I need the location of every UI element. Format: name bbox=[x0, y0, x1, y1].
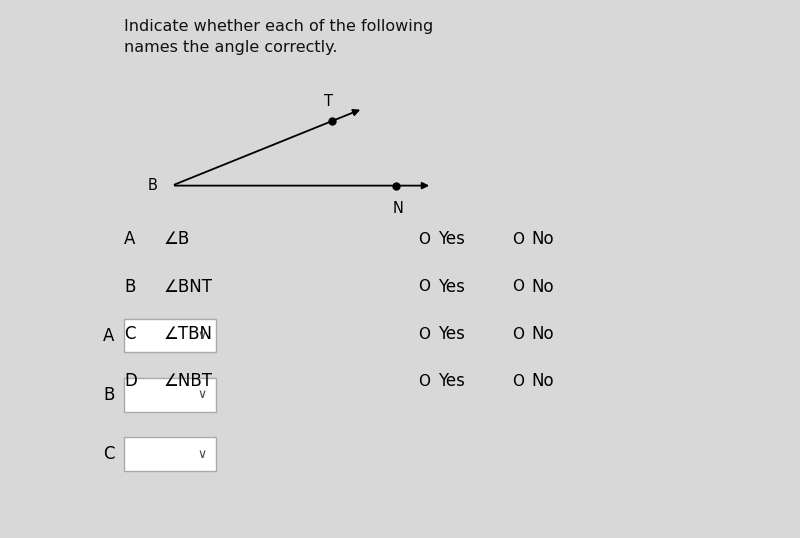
Text: B: B bbox=[148, 178, 158, 193]
Text: No: No bbox=[531, 230, 554, 249]
Text: Yes: Yes bbox=[438, 325, 466, 343]
Text: names the angle correctly.: names the angle correctly. bbox=[124, 40, 338, 55]
Text: O: O bbox=[512, 327, 525, 342]
Text: O: O bbox=[512, 374, 525, 389]
Text: ∨: ∨ bbox=[197, 448, 206, 461]
Text: A: A bbox=[103, 327, 114, 345]
Text: ∠TBN: ∠TBN bbox=[164, 325, 213, 343]
Text: Yes: Yes bbox=[438, 372, 466, 391]
Text: O: O bbox=[512, 279, 525, 294]
Text: No: No bbox=[531, 278, 554, 296]
Text: B: B bbox=[103, 386, 114, 404]
Text: O: O bbox=[418, 327, 430, 342]
Text: ∠B: ∠B bbox=[164, 230, 190, 249]
Text: No: No bbox=[531, 372, 554, 391]
Text: No: No bbox=[531, 325, 554, 343]
Text: Indicate whether each of the following: Indicate whether each of the following bbox=[124, 19, 434, 34]
Text: ∨: ∨ bbox=[197, 329, 206, 342]
Text: O: O bbox=[418, 232, 430, 247]
Text: C: C bbox=[103, 445, 114, 463]
FancyBboxPatch shape bbox=[124, 378, 216, 412]
Text: Yes: Yes bbox=[438, 278, 466, 296]
Text: T: T bbox=[323, 94, 333, 109]
Text: C: C bbox=[124, 325, 135, 343]
Text: O: O bbox=[512, 232, 525, 247]
Text: N: N bbox=[392, 201, 403, 216]
Text: ∨: ∨ bbox=[197, 388, 206, 401]
Text: ∠NBT: ∠NBT bbox=[164, 372, 213, 391]
Text: A: A bbox=[124, 230, 135, 249]
FancyBboxPatch shape bbox=[124, 437, 216, 471]
Text: ∠BNT: ∠BNT bbox=[164, 278, 213, 296]
Text: D: D bbox=[124, 372, 137, 391]
Text: O: O bbox=[418, 374, 430, 389]
FancyBboxPatch shape bbox=[124, 319, 216, 352]
Text: O: O bbox=[418, 279, 430, 294]
Text: B: B bbox=[124, 278, 135, 296]
Text: Yes: Yes bbox=[438, 230, 466, 249]
